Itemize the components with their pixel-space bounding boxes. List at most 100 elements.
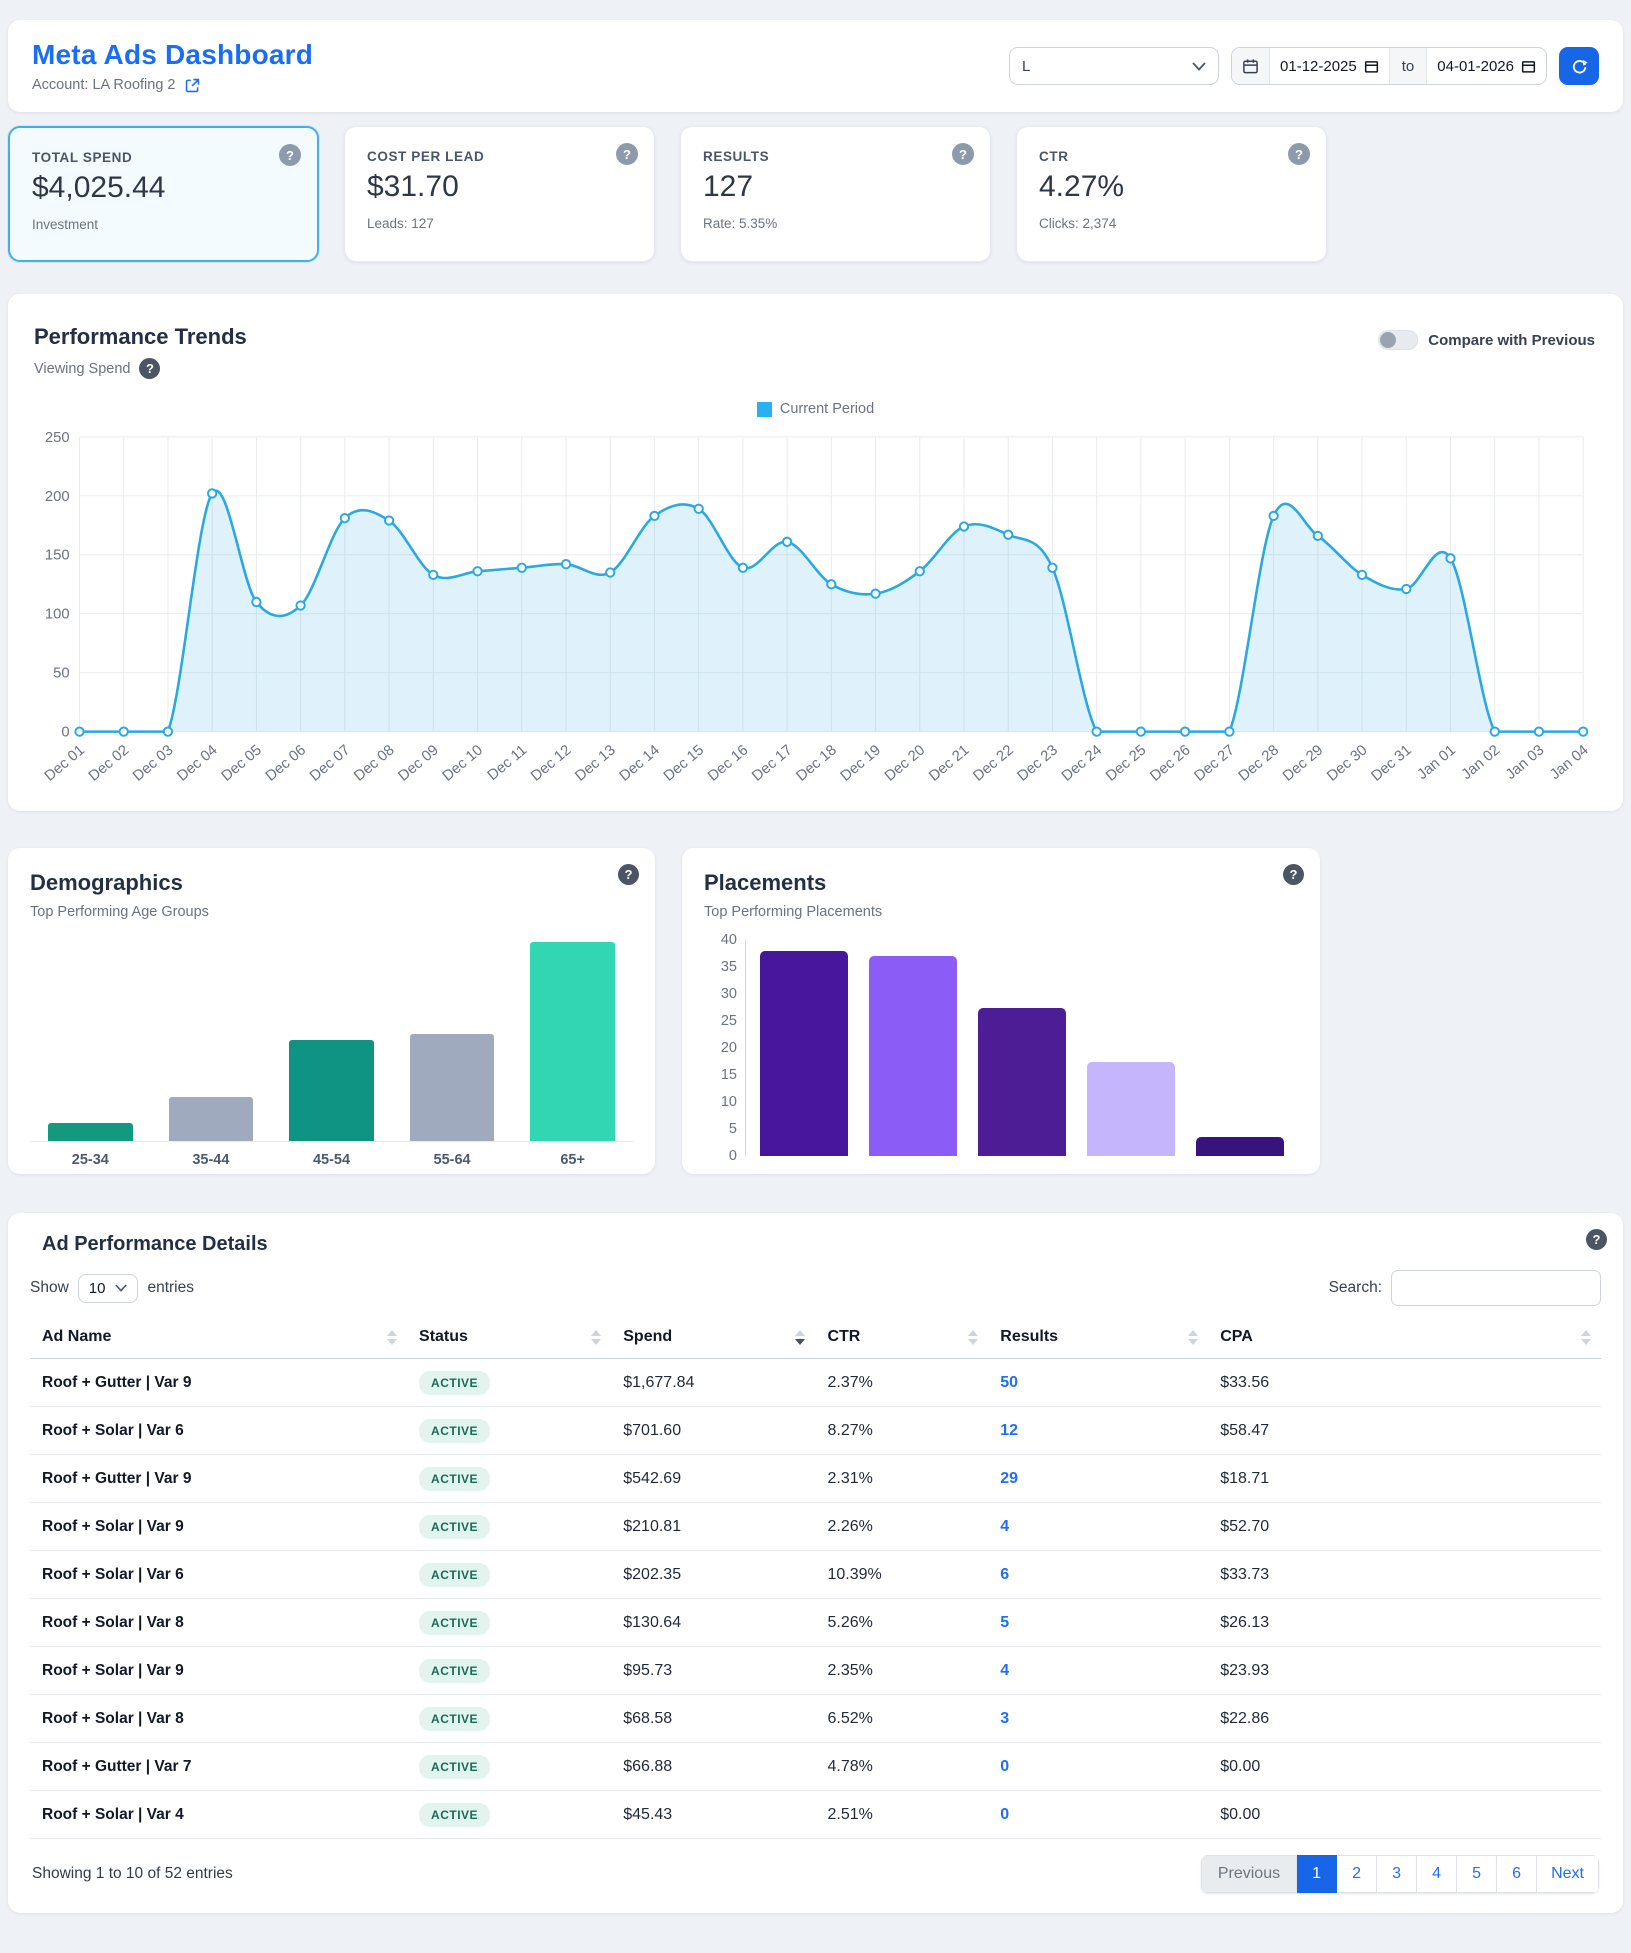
help-icon[interactable]: ? [618, 864, 639, 885]
svg-text:Jan 01: Jan 01 [1415, 742, 1459, 783]
ad-name-cell: Roof + Solar | Var 9 [30, 1646, 408, 1695]
pagination-page-6[interactable]: 6 [1497, 1855, 1538, 1893]
placements-y-tick: 5 [728, 1121, 737, 1137]
kpi-card-total-spend[interactable]: ? TOTAL SPEND $4,025.44 Investment [8, 126, 319, 262]
date-range-group: 01-12-2025 to 04-01-2026 [1231, 47, 1547, 85]
results-link[interactable]: 3 [1000, 1709, 1010, 1727]
results-link[interactable]: 6 [1000, 1565, 1010, 1583]
calendar-icon [1521, 60, 1536, 73]
svg-text:Dec 30: Dec 30 [1324, 742, 1370, 784]
search-control: Search: [1329, 1270, 1601, 1306]
help-icon[interactable]: ? [1586, 1229, 1607, 1250]
results-link[interactable]: 5 [1000, 1613, 1010, 1631]
column-header-ad-name[interactable]: Ad Name [30, 1318, 408, 1359]
date-from-input[interactable]: 01-12-2025 [1270, 48, 1389, 84]
pagination-previous[interactable]: Previous [1200, 1855, 1298, 1893]
ctr-cell: 2.51% [815, 1790, 989, 1839]
status-badge: ACTIVE [419, 1754, 491, 1779]
column-header-spend[interactable]: Spend [611, 1318, 816, 1359]
ad-name-cell: Roof + Gutter | Var 9 [30, 1358, 408, 1407]
placements-bar-5 [1196, 1137, 1284, 1156]
kpi-card-results[interactable]: ? RESULTS 127 Rate: 5.35% [680, 126, 991, 262]
results-link[interactable]: 0 [1000, 1757, 1010, 1775]
table-row: Roof + Solar | Var 9 ACTIVE $95.73 2.35% 4 $2… [30, 1646, 1601, 1695]
demographics-bar-slot [530, 942, 615, 1141]
ad-name-cell: Roof + Solar | Var 8 [30, 1598, 408, 1647]
help-icon[interactable]: ? [279, 144, 301, 166]
svg-text:Dec 03: Dec 03 [130, 742, 176, 784]
date-range-to-label: to [1388, 48, 1428, 84]
column-header-status[interactable]: Status [407, 1318, 612, 1359]
pagination-page-1[interactable]: 1 [1297, 1855, 1338, 1893]
demographics-bars [30, 942, 633, 1142]
placements-y-tick: 40 [720, 932, 737, 948]
calendar-icon[interactable] [1232, 48, 1271, 84]
page-size-value: 10 [88, 1279, 106, 1297]
results-link[interactable]: 4 [1000, 1661, 1010, 1679]
status-badge: ACTIVE [419, 1466, 491, 1491]
pagination-page-2[interactable]: 2 [1337, 1855, 1378, 1893]
column-header-ctr[interactable]: CTR [815, 1318, 989, 1359]
column-header-cpa[interactable]: CPA [1208, 1318, 1601, 1359]
svg-text:200: 200 [45, 489, 70, 505]
status-badge: ACTIVE [419, 1802, 491, 1827]
pagination-page-3[interactable]: 3 [1377, 1855, 1418, 1893]
spend-cell: $701.60 [611, 1406, 816, 1455]
search-label: Search: [1328, 1279, 1382, 1296]
status-cell: ACTIVE [407, 1790, 612, 1839]
column-header-results[interactable]: Results [988, 1318, 1209, 1359]
results-link[interactable]: 0 [1000, 1805, 1010, 1823]
svg-text:Jan 04: Jan 04 [1547, 742, 1591, 783]
svg-text:Dec 28: Dec 28 [1236, 742, 1282, 784]
pagination-next[interactable]: Next [1537, 1855, 1599, 1893]
svg-text:Dec 09: Dec 09 [396, 742, 442, 784]
help-icon[interactable]: ? [1288, 143, 1310, 165]
kpi-value: $31.70 [367, 170, 459, 203]
ad-name-cell: Roof + Solar | Var 6 [30, 1550, 408, 1599]
results-link[interactable]: 4 [1000, 1517, 1010, 1535]
date-to-input[interactable]: 04-01-2026 [1427, 48, 1546, 84]
kpi-subtext: Rate: 5.35% [703, 216, 778, 231]
refresh-button[interactable] [1559, 47, 1599, 85]
ctr-cell: 2.37% [815, 1358, 989, 1407]
cpa-cell: $58.47 [1208, 1406, 1601, 1455]
help-icon[interactable]: ? [139, 358, 161, 379]
help-icon[interactable]: ? [616, 143, 638, 165]
sort-icon [1581, 1329, 1591, 1345]
search-input[interactable] [1391, 1270, 1601, 1306]
ad-name-cell: Roof + Solar | Var 4 [30, 1790, 408, 1839]
kpi-card-cost-per-lead[interactable]: ? COST PER LEAD $31.70 Leads: 127 [344, 126, 655, 262]
table-row: Roof + Gutter | Var 7 ACTIVE $66.88 4.78% 0 $… [30, 1742, 1601, 1791]
refresh-icon [1570, 57, 1589, 76]
svg-text:50: 50 [53, 666, 69, 682]
compare-toggle[interactable] [1378, 330, 1419, 350]
results-link[interactable]: 50 [1000, 1373, 1019, 1391]
svg-text:250: 250 [45, 430, 70, 446]
status-cell: ACTIVE [407, 1694, 612, 1743]
placements-chart: 0 5 10 15 20 25 30 35 40 [704, 932, 1298, 1164]
help-icon[interactable]: ? [1283, 864, 1304, 885]
results-link[interactable]: 12 [1000, 1421, 1019, 1439]
help-icon[interactable]: ? [952, 143, 974, 165]
account-dropdown[interactable]: L [1009, 47, 1220, 85]
results-cell: 0 [988, 1742, 1209, 1791]
external-link-icon[interactable] [184, 77, 201, 94]
kpi-card-ctr[interactable]: ? CTR 4.27% Clicks: 2,374 [1016, 126, 1327, 262]
pagination-page-4[interactable]: 4 [1417, 1855, 1458, 1893]
page-title: Meta Ads Dashboard [32, 38, 314, 70]
pagination-page-5[interactable]: 5 [1457, 1855, 1498, 1893]
svg-text:Dec 16: Dec 16 [705, 742, 751, 784]
table-row: Roof + Solar | Var 8 ACTIVE $130.64 5.26% 5 $… [30, 1598, 1601, 1647]
kpi-row: ? TOTAL SPEND $4,025.44 Investment ? COS… [8, 126, 1623, 262]
demographics-subtitle: Top Performing Age Groups [30, 904, 209, 920]
cpa-cell: $22.86 [1208, 1694, 1601, 1743]
svg-text:100: 100 [45, 607, 70, 623]
svg-text:Dec 19: Dec 19 [838, 742, 884, 784]
page-size-select[interactable]: 10 [77, 1273, 139, 1303]
placements-card: ? Placements Top Performing Placements 0… [682, 848, 1320, 1174]
ctr-cell: 6.52% [815, 1694, 989, 1743]
chart-legend: Current Period [34, 401, 1597, 417]
results-link[interactable]: 29 [1000, 1469, 1019, 1487]
status-badge: ACTIVE [419, 1562, 491, 1587]
status-badge: ACTIVE [419, 1370, 491, 1395]
